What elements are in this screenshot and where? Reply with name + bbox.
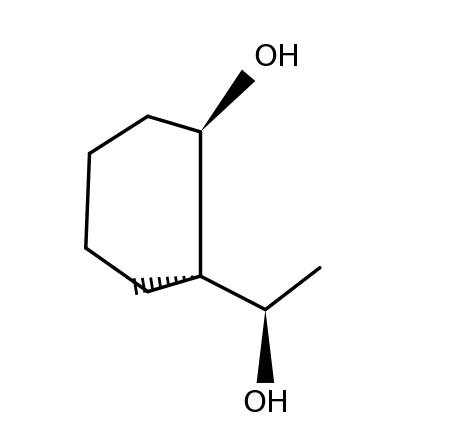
Polygon shape bbox=[256, 309, 274, 383]
Polygon shape bbox=[200, 70, 255, 132]
Text: OH: OH bbox=[241, 389, 288, 418]
Text: OH: OH bbox=[253, 43, 300, 72]
